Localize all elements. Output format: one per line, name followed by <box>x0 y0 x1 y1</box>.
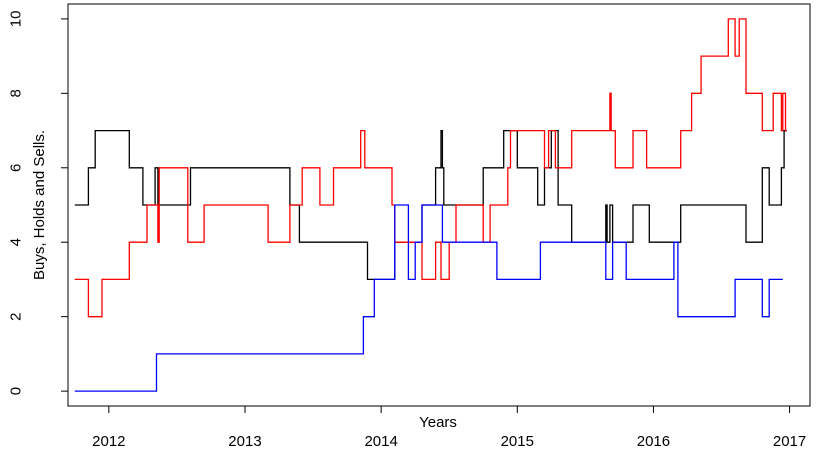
x-tick-label: 2012 <box>92 433 125 450</box>
x-tick-label: 2015 <box>501 433 534 450</box>
y-tick-label: 4 <box>8 238 25 246</box>
x-tick-label: 2016 <box>637 433 670 450</box>
y-tick-label: 2 <box>8 312 25 320</box>
y-tick-label: 6 <box>8 164 25 172</box>
y-axis-title: Buys, Holds and Sells. <box>31 130 48 280</box>
x-tick-label: 2017 <box>773 433 806 450</box>
series-line-2 <box>75 19 787 317</box>
y-tick-label: 0 <box>8 387 25 395</box>
x-tick-label: 2014 <box>364 433 397 450</box>
y-tick-label: 10 <box>8 11 25 28</box>
series-layer <box>75 19 787 391</box>
y-tick-label: 8 <box>8 89 25 97</box>
x-tick-label: 2013 <box>228 433 261 450</box>
series-line-3 <box>75 205 783 391</box>
x-axis-title: Years <box>419 414 457 431</box>
